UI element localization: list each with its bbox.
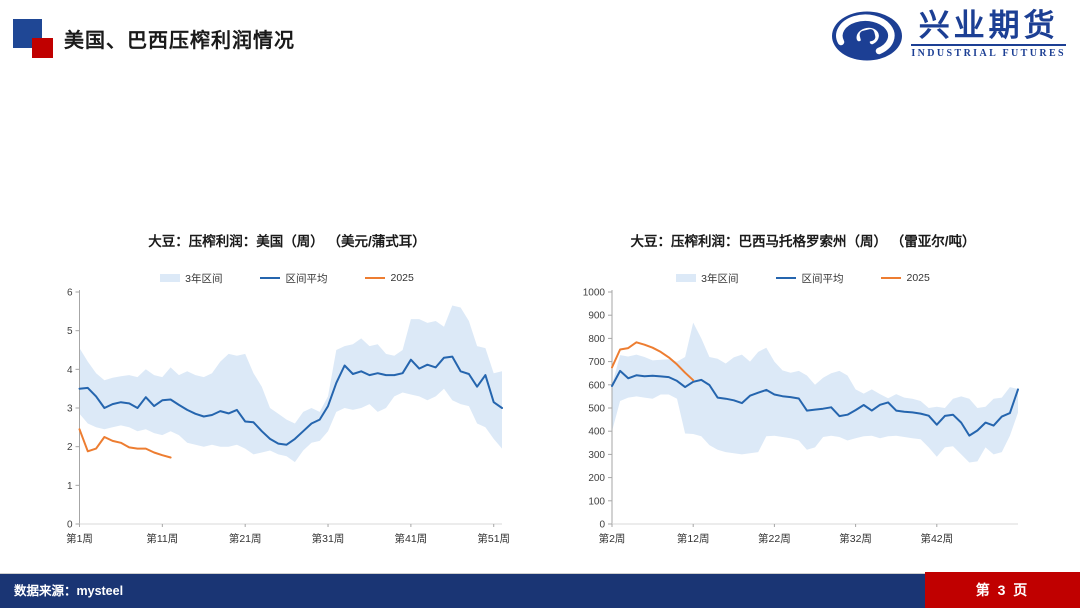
line-2025-swatch-icon — [365, 276, 386, 280]
logo-text: 兴业期货 INDUSTRIAL FUTURES — [911, 9, 1066, 59]
logo-name-cn: 兴业期货 — [918, 8, 1059, 43]
svg-text:600: 600 — [588, 380, 605, 391]
logo-name-en: INDUSTRIAL FUTURES — [911, 48, 1066, 59]
plot-brazil: 0 100 200 300 400 500 600 700 800 900 1000 第2周 第12周 第… — [583, 288, 1019, 545]
svg-text:0: 0 — [599, 520, 605, 531]
svg-text:1000: 1000 — [583, 288, 606, 299]
svg-text:第22周: 第22周 — [758, 532, 791, 545]
svg-text:第51周: 第51周 — [477, 532, 510, 545]
mean-line-swatch-icon — [260, 276, 281, 280]
svg-text:300: 300 — [588, 450, 605, 461]
decor-red-square — [32, 38, 53, 58]
svg-text:2: 2 — [67, 442, 73, 453]
svg-text:400: 400 — [588, 427, 605, 438]
chart-brazil-crush-margin: 大豆：压榨利润：巴西马托格罗索州（周） （雷亚尔/吨） 3年区间 区间平均 20… — [578, 222, 1028, 562]
svg-text:第2周: 第2周 — [599, 532, 626, 545]
line-2025-swatch-icon — [881, 276, 902, 280]
svg-text:第32周: 第32周 — [839, 532, 872, 545]
legend-item-2025: 2025 — [881, 272, 930, 284]
band-swatch-icon — [676, 274, 697, 282]
legend-item-mean: 区间平均 — [776, 271, 843, 286]
svg-text:4: 4 — [67, 365, 73, 376]
svg-text:第12周: 第12周 — [677, 532, 710, 545]
chart-title-us: 大豆：压榨利润：美国（周） （美元/蒲式耳） — [148, 234, 426, 249]
legend-item-2025: 2025 — [365, 272, 414, 284]
svg-text:1: 1 — [67, 481, 73, 492]
chart-title-brazil: 大豆：压榨利润：巴西马托格罗索州（周） （雷亚尔/吨） — [630, 234, 976, 249]
legend-label-2025: 2025 — [906, 272, 930, 284]
industrial-futures-swirl-icon — [832, 11, 903, 61]
svg-text:第42周: 第42周 — [920, 532, 953, 545]
legend-label-2025: 2025 — [390, 272, 414, 284]
legend-brazil: 3年区间 区间平均 2025 — [578, 270, 1028, 286]
legend-label-band: 3年区间 — [185, 272, 223, 285]
legend-label-band: 3年区间 — [701, 272, 739, 285]
legend-us: 3年区间 区间平均 2025 — [62, 270, 512, 286]
svg-text:500: 500 — [588, 404, 605, 415]
svg-text:第1周: 第1周 — [66, 532, 93, 545]
legend-item-band: 3年区间 — [160, 271, 222, 286]
legend-label-mean: 区间平均 — [285, 272, 328, 285]
svg-text:第31周: 第31周 — [312, 532, 345, 545]
svg-text:5: 5 — [67, 326, 73, 337]
legend-label-mean: 区间平均 — [801, 272, 844, 285]
chart-us-crush-margin: 大豆：压榨利润：美国（周） （美元/蒲式耳） 3年区间 区间平均 2025 0 1… — [62, 222, 512, 562]
company-logo: 兴业期货 INDUSTRIAL FUTURES — [829, 9, 1066, 63]
svg-text:800: 800 — [588, 334, 605, 345]
mean-line-swatch-icon — [776, 276, 797, 280]
legend-item-mean: 区间平均 — [260, 271, 327, 286]
page-number-box: 第 3 页 — [925, 572, 1080, 608]
plot-us: 0 1 2 3 4 5 6 第1周 第11周 第21周 第31周 第41周 第51周 — [66, 288, 510, 545]
svg-text:第21周: 第21周 — [229, 532, 262, 545]
svg-text:第41周: 第41周 — [395, 532, 428, 545]
svg-text:200: 200 — [588, 473, 605, 484]
svg-text:700: 700 — [588, 357, 605, 368]
legend-item-band: 3年区间 — [676, 271, 738, 286]
logo-divider — [911, 44, 1066, 46]
svg-text:6: 6 — [67, 288, 73, 299]
page-number-label: 第 3 页 — [975, 582, 1030, 598]
band-swatch-icon — [160, 274, 181, 282]
svg-text:100: 100 — [588, 496, 605, 507]
data-source-label: 数据来源：mysteel — [14, 584, 124, 598]
page-title: 美国、巴西压榨利润情况 — [64, 30, 295, 52]
svg-text:第11周: 第11周 — [146, 532, 178, 545]
footer-bar: 数据来源：mysteel — [0, 573, 1080, 608]
svg-text:3: 3 — [67, 404, 73, 415]
svg-text:0: 0 — [67, 520, 73, 531]
svg-text:900: 900 — [588, 311, 605, 322]
